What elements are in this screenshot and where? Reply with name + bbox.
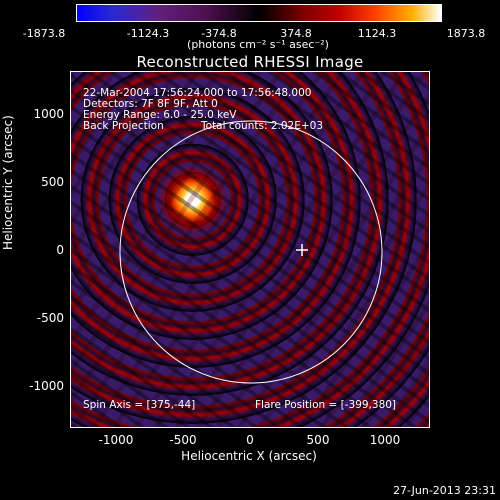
x-tick-label: -1000 bbox=[98, 433, 134, 447]
x-tick-label: 0 bbox=[246, 433, 254, 447]
energy-range: Energy Range: 6.0 - 25.0 keV bbox=[83, 109, 237, 121]
total-counts: Total counts: 2.02E+03 bbox=[201, 120, 324, 132]
image-title: Reconstructed RHESSI Image bbox=[136, 53, 364, 71]
time-range: 22-Mar-2004 17:56:24.000 to 17:56:48.000 bbox=[83, 87, 312, 99]
y-axis-label: Heliocentric Y (arcsec) bbox=[1, 115, 15, 250]
rhessi-image: 22-Mar-2004 17:56:24.000 to 17:56:48.000… bbox=[70, 71, 430, 428]
y-tick-label: -1000 bbox=[29, 379, 64, 393]
colorbar bbox=[76, 4, 442, 22]
x-axis-label: Heliocentric X (arcsec) bbox=[181, 449, 317, 463]
colorbar-unit-label: (photons cm⁻² s⁻¹ asec⁻²) bbox=[187, 38, 329, 51]
colorbar-tick: -1124.3 bbox=[126, 27, 170, 40]
flare-position-label: Flare Position = [-399,380] bbox=[255, 399, 397, 411]
render-timestamp: 27-Jun-2013 23:31 bbox=[393, 484, 496, 497]
y-tick-label: 1000 bbox=[33, 107, 64, 121]
colorbar-tick: -374.8 bbox=[201, 27, 237, 40]
image-texture bbox=[71, 72, 429, 427]
plot-overlay bbox=[119, 120, 383, 384]
method: Back Projection bbox=[83, 120, 164, 132]
colorbar-tick: 1873.8 bbox=[446, 27, 486, 40]
x-tick-label: 500 bbox=[306, 433, 330, 447]
x-tick-label: -500 bbox=[169, 433, 197, 447]
detectors: Detectors: 7F 8F 9F, Att 0 bbox=[83, 98, 218, 110]
colorbar-tick: 374.8 bbox=[280, 27, 312, 40]
solar-limb-circle bbox=[119, 120, 383, 384]
y-tick-label: -500 bbox=[36, 311, 64, 325]
colorbar-tick: 1124.3 bbox=[357, 27, 397, 40]
y-tick-label: 500 bbox=[41, 175, 64, 189]
x-tick-label: 1000 bbox=[369, 433, 401, 447]
spin-axis-label: Spin Axis = [375,-44] bbox=[83, 399, 196, 411]
colorbar-tick: -1873.8 bbox=[22, 27, 66, 40]
y-tick-label: 0 bbox=[56, 243, 64, 257]
